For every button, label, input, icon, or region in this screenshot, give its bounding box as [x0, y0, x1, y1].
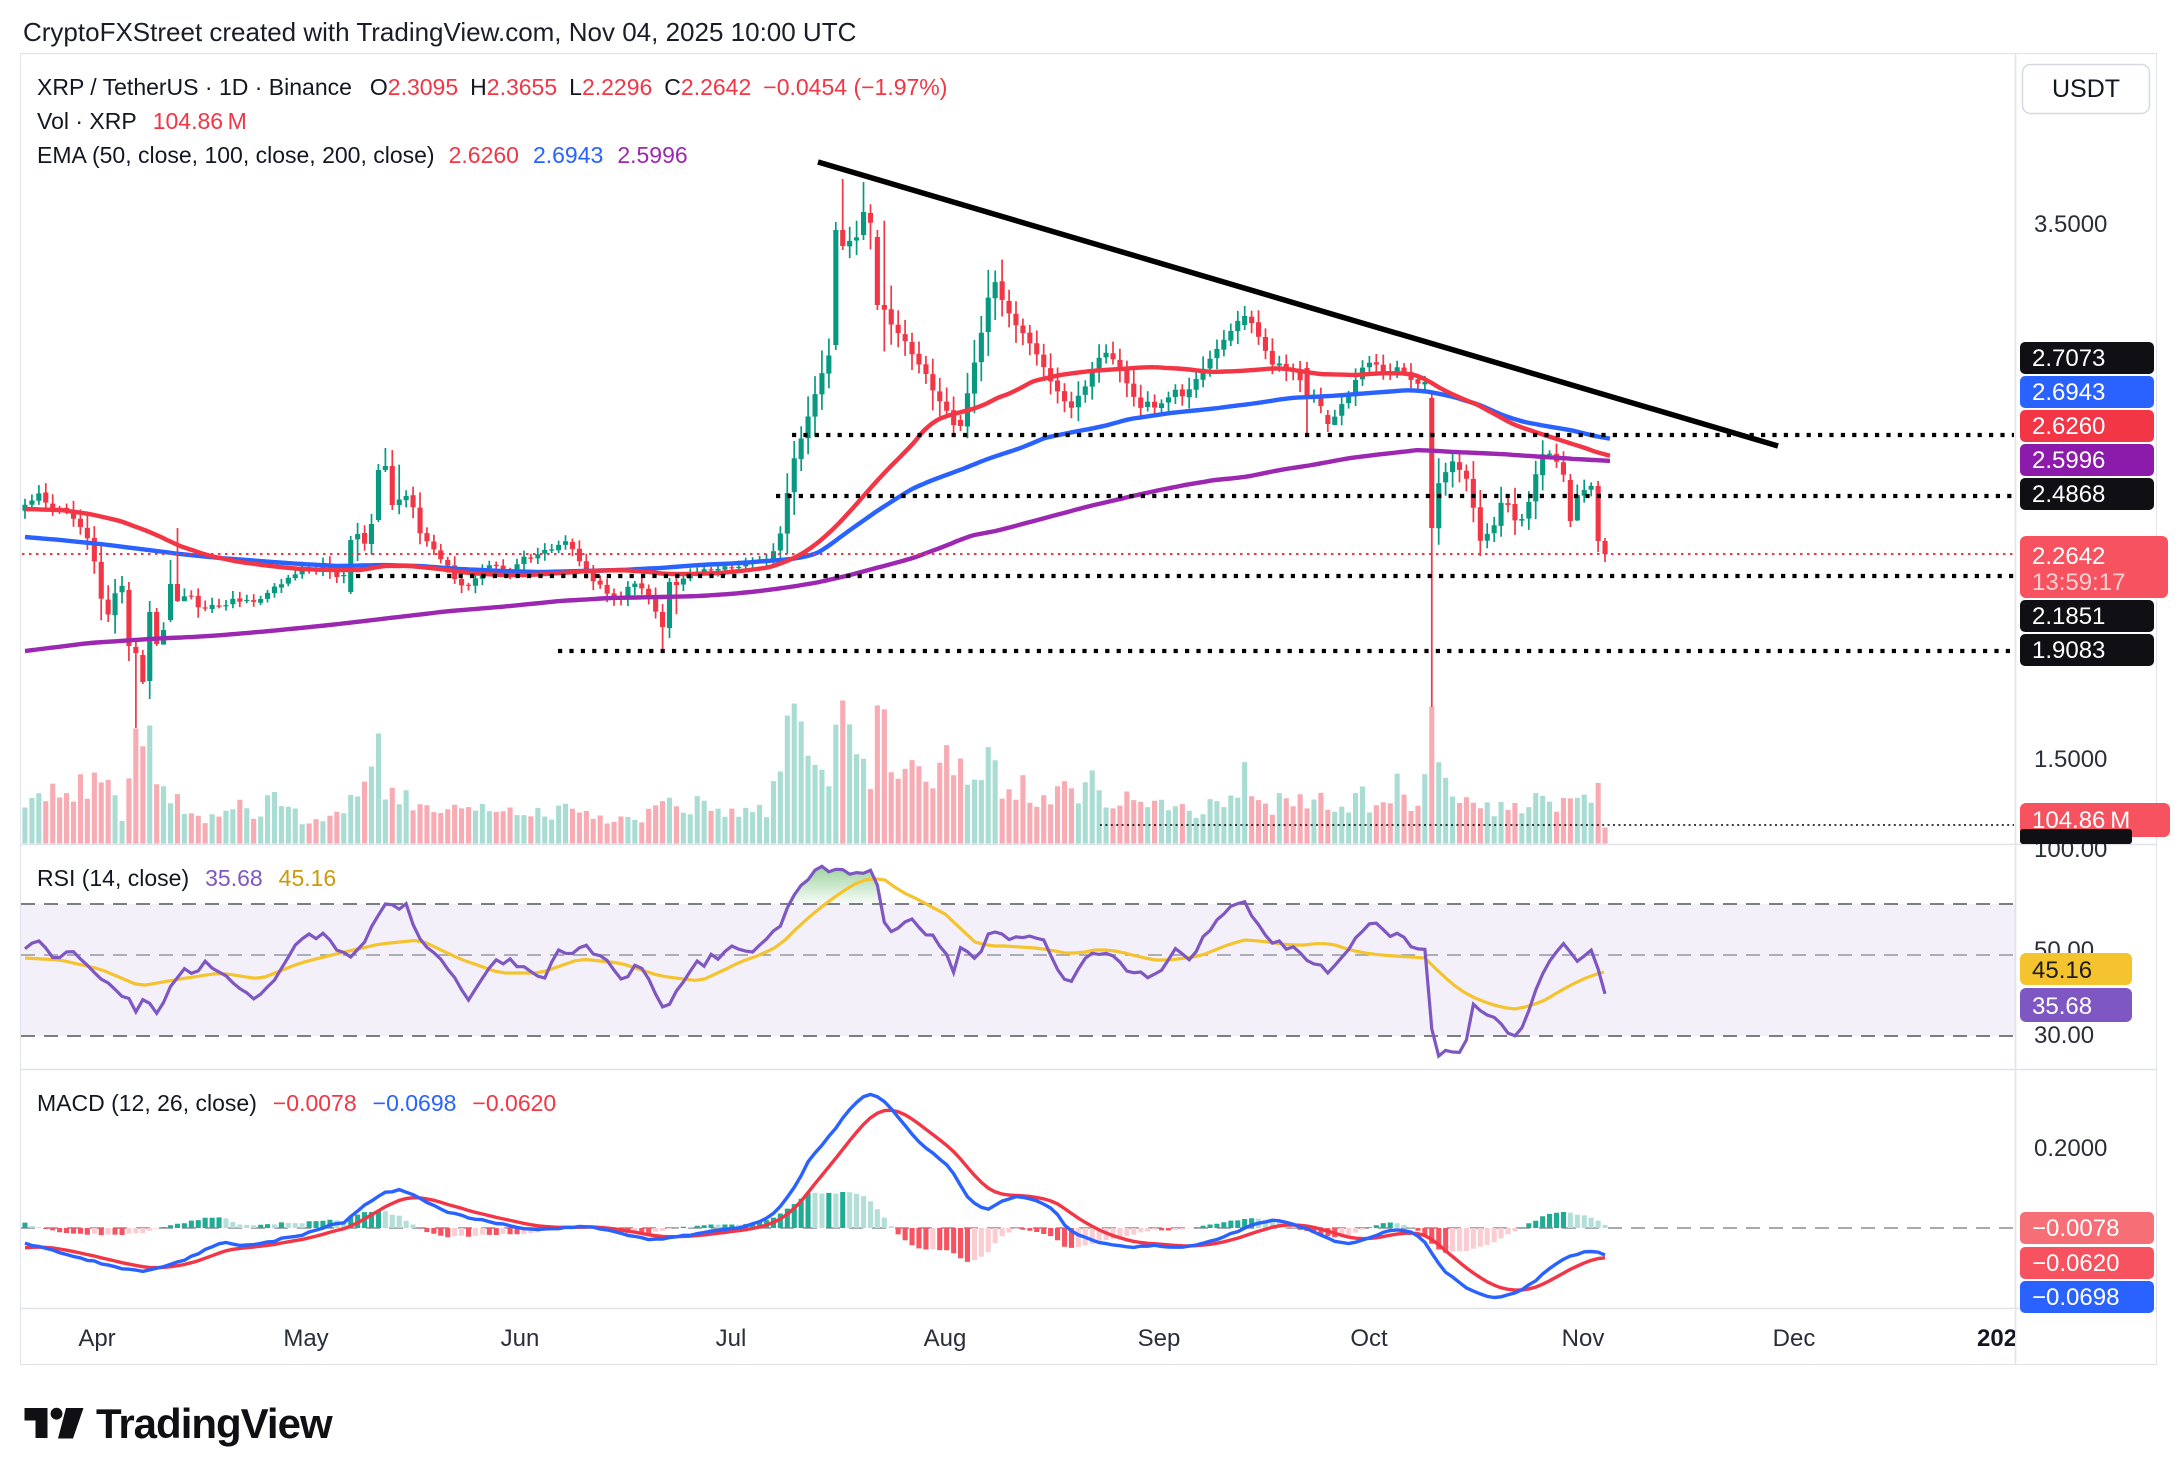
svg-text:−0.0620: −0.0620 [2032, 1250, 2119, 1277]
svg-text:2026: 2026 [1977, 1325, 2030, 1352]
svg-text:2.7073: 2.7073 [2032, 345, 2105, 372]
svg-text:MACD (12, 26, close)−0.0078−0.: MACD (12, 26, close) −0.0078 −0.0698 −0.062… [37, 1090, 556, 1116]
svg-text:30.00: 30.00 [2034, 1022, 2094, 1049]
svg-text:CryptoFXStreet created with Tr: CryptoFXStreet created with TradingView.… [23, 17, 856, 47]
svg-text:2.4868: 2.4868 [2032, 481, 2105, 508]
svg-text:May: May [283, 1325, 328, 1352]
svg-text:Nov: Nov [1562, 1325, 1605, 1352]
svg-text:2.1851: 2.1851 [2032, 603, 2105, 630]
svg-text:EMA (50, close, 100, close, 20: EMA (50, close, 100, close, 200, close) 2… [37, 142, 688, 168]
svg-text:1.9083: 1.9083 [2032, 637, 2105, 664]
svg-text:45.16: 45.16 [2032, 957, 2092, 984]
svg-text:Jun: Jun [501, 1325, 540, 1352]
svg-text:−0.0078: −0.0078 [2032, 1215, 2119, 1242]
svg-text:Sep: Sep [1138, 1325, 1181, 1352]
svg-text:Apr: Apr [78, 1325, 115, 1352]
svg-text:2.2642: 2.2642 [2032, 543, 2105, 570]
svg-text:3.5000: 3.5000 [2034, 211, 2107, 238]
svg-text:TradingView: TradingView [96, 1400, 333, 1447]
svg-text:2.6943: 2.6943 [2032, 379, 2105, 406]
svg-text:Oct: Oct [1350, 1325, 1388, 1352]
svg-text:2.5996: 2.5996 [2032, 447, 2105, 474]
svg-text:Aug: Aug [924, 1325, 967, 1352]
svg-text:0.2000: 0.2000 [2034, 1135, 2107, 1162]
svg-text:Dec: Dec [1773, 1325, 1816, 1352]
svg-text:35.68: 35.68 [2032, 993, 2092, 1020]
svg-text:1.5000: 1.5000 [2034, 746, 2107, 773]
svg-text:−0.0698: −0.0698 [2032, 1284, 2119, 1311]
svg-text:2.6260: 2.6260 [2032, 413, 2105, 440]
svg-text:13:59:17: 13:59:17 [2032, 569, 2125, 596]
svg-text:USDT: USDT [2052, 75, 2120, 103]
svg-text:Jul: Jul [716, 1325, 747, 1352]
